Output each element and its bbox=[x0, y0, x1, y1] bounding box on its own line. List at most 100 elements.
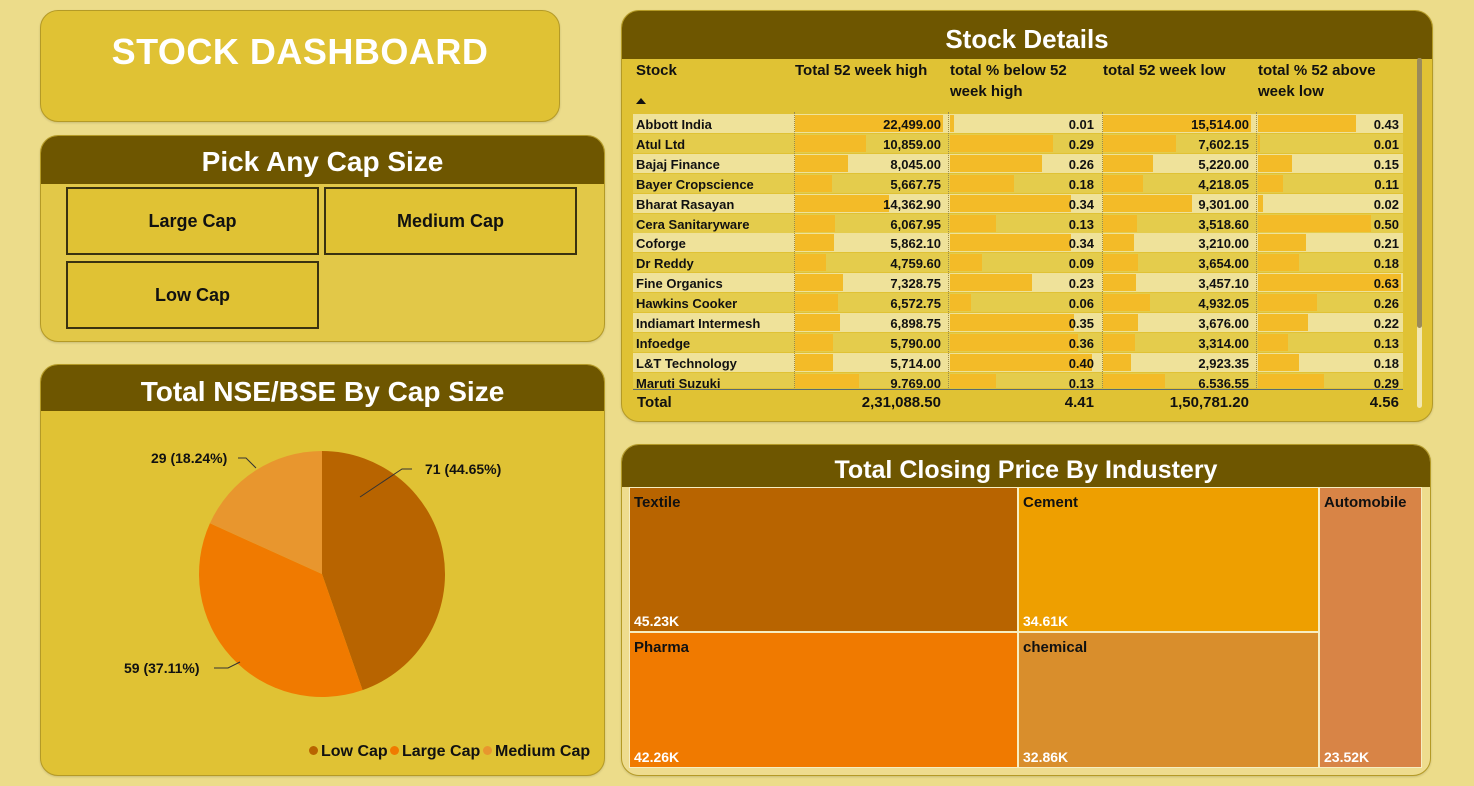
column-header-52-week-high[interactable]: Total 52 week high bbox=[795, 62, 928, 79]
dashboard-title-card: STOCK DASHBOARD bbox=[40, 10, 560, 122]
value-cell: 9,301.00 bbox=[1198, 197, 1249, 212]
value-cell: 0.13 bbox=[1068, 217, 1094, 232]
legend-item-large-cap[interactable]: Large Cap bbox=[390, 743, 480, 761]
column-header-stock[interactable]: Stock bbox=[636, 62, 677, 79]
data-bar bbox=[950, 334, 1078, 351]
value-cell: 0.13 bbox=[1373, 336, 1399, 351]
data-bar bbox=[1103, 115, 1251, 132]
legend-label: Medium Cap bbox=[495, 743, 591, 760]
table-scrollbar-thumb[interactable] bbox=[1417, 58, 1422, 328]
data-bar bbox=[1258, 294, 1317, 311]
value-cell: 0.02 bbox=[1373, 197, 1399, 212]
table-row[interactable]: Maruti Suzuki 9,769.00 0.13 6,536.55 0.29 bbox=[633, 373, 1403, 388]
treemap-tile-pharma[interactable]: Pharma 42.26K bbox=[629, 632, 1018, 768]
data-bar bbox=[950, 115, 954, 132]
value-cell: 6,067.95 bbox=[890, 217, 941, 232]
data-bar bbox=[1258, 254, 1299, 271]
table-row[interactable]: Fine Organics 7,328.75 0.23 3,457.10 0.63 bbox=[633, 273, 1403, 292]
value-cell: 0.22 bbox=[1373, 316, 1399, 331]
value-cell: 5,862.10 bbox=[890, 236, 941, 251]
legend-label: Low Cap bbox=[321, 743, 388, 760]
data-bar bbox=[950, 314, 1074, 331]
value-cell: 0.34 bbox=[1068, 197, 1094, 212]
legend-dot-icon bbox=[309, 746, 318, 755]
table-row[interactable]: Abbott India 22,499.00 0.01 15,514.00 0.43 bbox=[633, 114, 1403, 133]
table-row[interactable]: Hawkins Cooker 6,572.75 0.06 4,932.05 0.26 bbox=[633, 293, 1403, 312]
data-bar bbox=[1258, 195, 1263, 212]
table-row[interactable]: Dr Reddy 4,759.60 0.09 3,654.00 0.18 bbox=[633, 253, 1403, 272]
data-bar bbox=[950, 234, 1071, 251]
data-bar bbox=[795, 175, 832, 192]
data-bar bbox=[1103, 234, 1134, 251]
pie-label-low-cap: 71 (44.65%) bbox=[425, 461, 502, 477]
data-bar bbox=[950, 254, 982, 271]
column-header-52-week-low[interactable]: total 52 week low bbox=[1103, 62, 1226, 79]
table-row[interactable]: Cera Sanitaryware 6,067.95 0.13 3,518.60 0.5… bbox=[633, 214, 1403, 233]
column-separator bbox=[948, 112, 949, 388]
large-cap-button[interactable]: Large Cap bbox=[66, 187, 319, 255]
value-cell: 6,536.55 bbox=[1198, 376, 1249, 388]
value-cell: 0.50 bbox=[1373, 217, 1399, 232]
stock-name-cell: Maruti Suzuki bbox=[636, 376, 721, 388]
table-divider bbox=[633, 389, 1403, 390]
column-header-pct-above-low[interactable]: total % 52 above week low bbox=[1258, 62, 1376, 100]
tile-value: 45.23K bbox=[634, 613, 680, 629]
table-row[interactable]: Bajaj Finance 8,045.00 0.26 5,220.00 0.15 bbox=[633, 154, 1403, 173]
legend-item-low-cap[interactable]: Low Cap bbox=[309, 743, 388, 761]
medium-cap-button[interactable]: Medium Cap bbox=[324, 187, 577, 255]
stock-details-header: Stock Details bbox=[622, 11, 1432, 59]
data-bar bbox=[1258, 215, 1371, 232]
treemap-tile-chemical[interactable]: chemical 32.86K bbox=[1018, 632, 1319, 768]
pie-label-medium-cap: 29 (18.24%) bbox=[151, 450, 228, 466]
data-bar bbox=[795, 294, 838, 311]
treemap-header: Total Closing Price By Industery bbox=[622, 445, 1430, 487]
data-bar bbox=[950, 195, 1071, 212]
data-bar bbox=[1258, 354, 1299, 371]
tile-label: Pharma bbox=[634, 639, 690, 656]
value-cell: 3,518.60 bbox=[1198, 217, 1249, 232]
data-bar bbox=[1103, 314, 1138, 331]
value-cell: 6,572.75 bbox=[890, 296, 941, 311]
treemap-tile-textile[interactable]: Textile 45.23K bbox=[629, 487, 1018, 632]
value-cell: 7,328.75 bbox=[890, 276, 941, 291]
pie-label-large-cap: 59 (37.11%) bbox=[124, 660, 200, 676]
data-bar bbox=[1258, 374, 1324, 388]
value-cell: 0.01 bbox=[1373, 137, 1399, 152]
value-cell: 0.36 bbox=[1068, 336, 1094, 351]
data-bar bbox=[1103, 135, 1176, 152]
total-label: Total bbox=[637, 394, 672, 411]
value-cell: 0.29 bbox=[1373, 376, 1399, 388]
data-bar bbox=[950, 274, 1032, 291]
sort-ascending-icon[interactable] bbox=[636, 98, 646, 104]
tile-label: Automobile bbox=[1324, 494, 1407, 511]
legend-item-medium-cap[interactable]: Medium Cap bbox=[483, 743, 590, 761]
treemap-tile-cement[interactable]: Cement 34.61K bbox=[1018, 487, 1319, 632]
legend-dot-icon bbox=[390, 746, 399, 755]
table-row[interactable]: Atul Ltd 10,859.00 0.29 7,602.15 0.01 bbox=[633, 134, 1403, 153]
data-bar bbox=[1258, 115, 1356, 132]
stock-name-cell: Coforge bbox=[636, 236, 686, 251]
value-cell: 0.29 bbox=[1068, 137, 1094, 152]
legend-dot-icon bbox=[483, 746, 492, 755]
value-cell: 3,314.00 bbox=[1198, 336, 1249, 351]
data-bar bbox=[795, 374, 859, 388]
data-bar bbox=[1258, 135, 1260, 152]
column-header-pct-below-high[interactable]: total % below 52 week high bbox=[950, 62, 1067, 100]
value-cell: 0.40 bbox=[1068, 356, 1094, 371]
tile-label: Textile bbox=[634, 494, 681, 511]
page-title: STOCK DASHBOARD bbox=[111, 31, 489, 72]
value-cell: 6,898.75 bbox=[890, 316, 941, 331]
value-cell: 0.35 bbox=[1068, 316, 1094, 331]
value-cell: 0.23 bbox=[1068, 276, 1094, 291]
table-row[interactable]: Bharat Rasayan 14,362.90 0.34 9,301.00 0.02 bbox=[633, 194, 1403, 213]
table-row[interactable]: Infoedge 5,790.00 0.36 3,314.00 0.13 bbox=[633, 333, 1403, 352]
value-cell: 7,602.15 bbox=[1198, 137, 1249, 152]
table-row[interactable]: L&T Technology 5,714.00 0.40 2,923.35 0.18 bbox=[633, 353, 1403, 372]
table-row[interactable]: Coforge 5,862.10 0.34 3,210.00 0.21 bbox=[633, 233, 1403, 252]
value-cell: 3,654.00 bbox=[1198, 256, 1249, 271]
low-cap-button[interactable]: Low Cap bbox=[66, 261, 319, 329]
treemap-tile-automobile[interactable]: Automobile 23.52K bbox=[1319, 487, 1422, 768]
table-row[interactable]: Indiamart Intermesh 6,898.75 0.35 3,676.00 0… bbox=[633, 313, 1403, 332]
value-cell: 2,923.35 bbox=[1198, 356, 1249, 371]
table-row[interactable]: Bayer Cropscience 5,667.75 0.18 4,218.05 0.1… bbox=[633, 174, 1403, 193]
